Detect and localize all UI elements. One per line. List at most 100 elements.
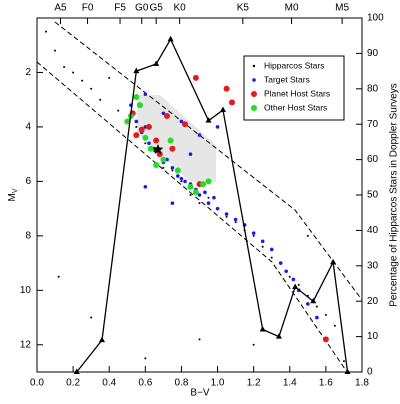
point — [183, 179, 187, 184]
point — [156, 151, 163, 158]
point — [174, 167, 181, 174]
y-tick-label: 2 — [25, 67, 31, 78]
point — [171, 169, 174, 172]
y2-axis-label: Percentage of Hipparcos Stars in Doppler… — [389, 83, 400, 306]
y-tick-label: 8 — [25, 230, 31, 241]
y2-tick-label: 100 — [367, 13, 384, 24]
y-axis-label-main: M — [7, 193, 18, 201]
point — [63, 66, 66, 69]
point — [215, 206, 220, 211]
point — [192, 74, 199, 81]
point — [45, 30, 48, 33]
point — [142, 134, 149, 141]
legend-swatch — [252, 64, 256, 68]
point — [223, 85, 230, 92]
top-tick-label: M5 — [335, 3, 349, 14]
x-tick-label: 0.4 — [102, 378, 116, 389]
point — [143, 92, 148, 97]
point — [133, 93, 140, 100]
point — [187, 183, 194, 190]
point — [134, 119, 139, 124]
point — [215, 125, 220, 129]
boundary-line — [54, 21, 363, 301]
point — [90, 316, 93, 319]
y-tick-label: 12 — [20, 339, 32, 350]
top-tick-label: G5 — [149, 3, 163, 14]
point — [176, 174, 180, 178]
x-tick-label: 1.6 — [319, 378, 333, 389]
point — [180, 180, 183, 183]
point — [144, 142, 147, 145]
point — [306, 234, 309, 237]
point — [233, 217, 238, 222]
x-tick-label: 0.6 — [138, 378, 152, 389]
point — [284, 269, 288, 274]
y2-tick-label: 30 — [367, 260, 379, 271]
point — [206, 201, 211, 205]
point — [170, 201, 175, 205]
line-marker — [344, 368, 351, 374]
point — [333, 324, 336, 327]
x-tick-label: 1.8 — [355, 378, 369, 389]
top-tick-label: A5 — [54, 3, 67, 14]
point — [164, 113, 170, 120]
y-axis-label-sub: V — [12, 188, 19, 193]
point — [315, 305, 318, 308]
point — [270, 256, 273, 259]
point — [234, 221, 237, 224]
y2-tick-label: 70 — [367, 119, 379, 130]
x-tick-label: 0.0 — [30, 378, 44, 389]
point — [161, 111, 166, 116]
point — [169, 145, 176, 152]
point — [229, 99, 235, 106]
point — [90, 87, 93, 90]
line-marker — [275, 333, 282, 339]
y2-tick-label: 10 — [367, 331, 379, 342]
point — [189, 194, 192, 196]
point — [54, 49, 57, 52]
point — [291, 277, 296, 282]
point — [324, 313, 327, 316]
point — [133, 132, 140, 139]
y-tick-label: 4 — [25, 122, 31, 133]
point — [197, 193, 202, 197]
point — [143, 185, 148, 189]
point — [135, 125, 138, 128]
y2-tick-label: 0 — [367, 367, 373, 378]
line-marker — [259, 326, 266, 332]
y-tick-label: 10 — [20, 285, 32, 296]
shaded-region — [137, 95, 216, 182]
point — [153, 150, 156, 153]
legend-label: Planet Host Stars — [264, 88, 330, 98]
point — [147, 141, 151, 146]
point — [252, 343, 255, 346]
x-tick-label: 0.8 — [174, 378, 188, 389]
top-tick-label: F5 — [114, 3, 126, 14]
point — [162, 166, 165, 169]
point — [188, 152, 193, 156]
y-tick-label: 6 — [25, 176, 31, 187]
top-tick-label: K5 — [237, 3, 250, 14]
point — [225, 215, 228, 218]
point — [192, 189, 199, 196]
point — [205, 178, 212, 185]
point — [342, 360, 345, 363]
point — [72, 71, 75, 74]
line-marker — [133, 67, 140, 74]
point — [182, 121, 189, 128]
point — [297, 283, 300, 286]
line-marker — [73, 368, 80, 374]
top-tick-label: G0 — [135, 3, 149, 14]
y2-tick-label: 90 — [367, 48, 379, 59]
point — [198, 338, 201, 341]
point — [144, 357, 147, 360]
point — [197, 133, 202, 137]
point — [260, 239, 265, 244]
x-tick-label: 1.4 — [283, 378, 297, 389]
line-marker — [310, 297, 317, 304]
point — [117, 109, 120, 112]
top-tick-label: M0 — [285, 3, 299, 14]
point — [136, 102, 143, 109]
point — [315, 315, 319, 320]
